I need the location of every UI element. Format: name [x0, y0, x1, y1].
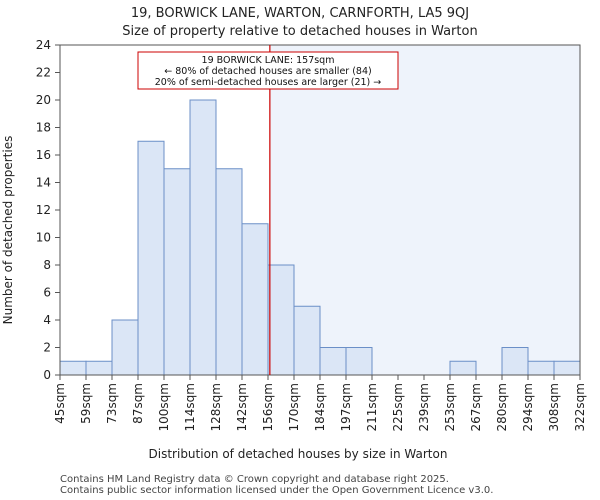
y-tick-label: 18: [36, 121, 51, 135]
bar-156sqm: [267, 264, 295, 376]
x-tick-label: 308sqm: [547, 383, 561, 431]
y-tick-label: 6: [43, 286, 51, 300]
y-tick-label: 14: [36, 176, 51, 190]
annotation-line-3: 20% of semi-detached houses are larger (…: [155, 77, 382, 88]
x-tick-label: 211sqm: [365, 383, 379, 431]
y-tick-label: 2: [43, 341, 51, 355]
bar-142sqm: [241, 223, 269, 376]
annotation-box: [137, 51, 399, 90]
y-tick-label: 20: [36, 93, 51, 107]
x-tick-label: 267sqm: [469, 383, 483, 431]
x-tick-label: 322sqm: [573, 383, 587, 431]
x-tick-label: 294sqm: [521, 383, 535, 431]
bar-294sqm: [527, 360, 555, 376]
x-tick-label: 114sqm: [183, 383, 197, 431]
x-tick-label: 59sqm: [79, 383, 93, 424]
x-tick-label: 239sqm: [417, 383, 431, 431]
bar-280sqm: [501, 347, 529, 376]
x-tick-label: 197sqm: [339, 383, 353, 431]
y-tick-label: 12: [36, 203, 51, 217]
bar-73sqm: [111, 319, 139, 376]
bar-308sqm: [553, 360, 581, 376]
x-tick-label: 225sqm: [391, 383, 405, 431]
y-tick-label: 8: [43, 258, 51, 272]
bar-170sqm: [293, 305, 321, 376]
x-tick-label: 156sqm: [261, 383, 275, 431]
x-tick-label: 100sqm: [157, 383, 171, 431]
bar-184sqm: [319, 347, 347, 376]
x-tick-label: 280sqm: [495, 383, 509, 431]
x-tick-label: 253sqm: [443, 383, 457, 431]
x-tick-label: 128sqm: [209, 383, 223, 431]
bar-59sqm: [85, 360, 113, 376]
x-tick-label: 87sqm: [131, 383, 145, 424]
x-axis-label: Distribution of detached houses by size …: [149, 447, 448, 461]
chart-title: 19, BORWICK LANE, WARTON, CARNFORTH, LA5…: [130, 6, 470, 21]
bar-253sqm: [449, 360, 477, 376]
y-tick-label: 4: [43, 313, 51, 327]
bar-114sqm: [189, 99, 217, 376]
x-tick-label: 170sqm: [287, 383, 301, 431]
annotation-line-1: 19 BORWICK LANE: 157sqm: [202, 55, 335, 66]
x-tick-label: 45sqm: [53, 383, 67, 424]
y-tick-label: 0: [43, 368, 51, 382]
bar-128sqm: [215, 168, 243, 376]
x-tick-label: 73sqm: [105, 383, 119, 424]
y-tick-label: 10: [36, 231, 51, 245]
chart-subtitle: Size of property relative to detached ho…: [122, 24, 478, 39]
bar-45sqm: [59, 360, 87, 376]
y-tick-label: 22: [36, 66, 51, 80]
footer-line-2: Contains public sector information licen…: [60, 485, 494, 496]
bar-100sqm: [163, 168, 191, 376]
y-tick-label: 24: [36, 38, 51, 52]
y-axis-label: Number of detached properties: [1, 136, 15, 325]
x-tick-label: 142sqm: [235, 383, 249, 431]
annotation-line-2: ← 80% of detached houses are smaller (84…: [164, 66, 371, 77]
bar-197sqm: [345, 347, 373, 376]
footer-line-1: Contains HM Land Registry data © Crown c…: [60, 474, 449, 485]
x-tick-label: 184sqm: [313, 383, 327, 431]
bar-87sqm: [137, 140, 165, 376]
y-tick-label: 16: [36, 148, 51, 162]
highlight-region: [269, 45, 580, 375]
